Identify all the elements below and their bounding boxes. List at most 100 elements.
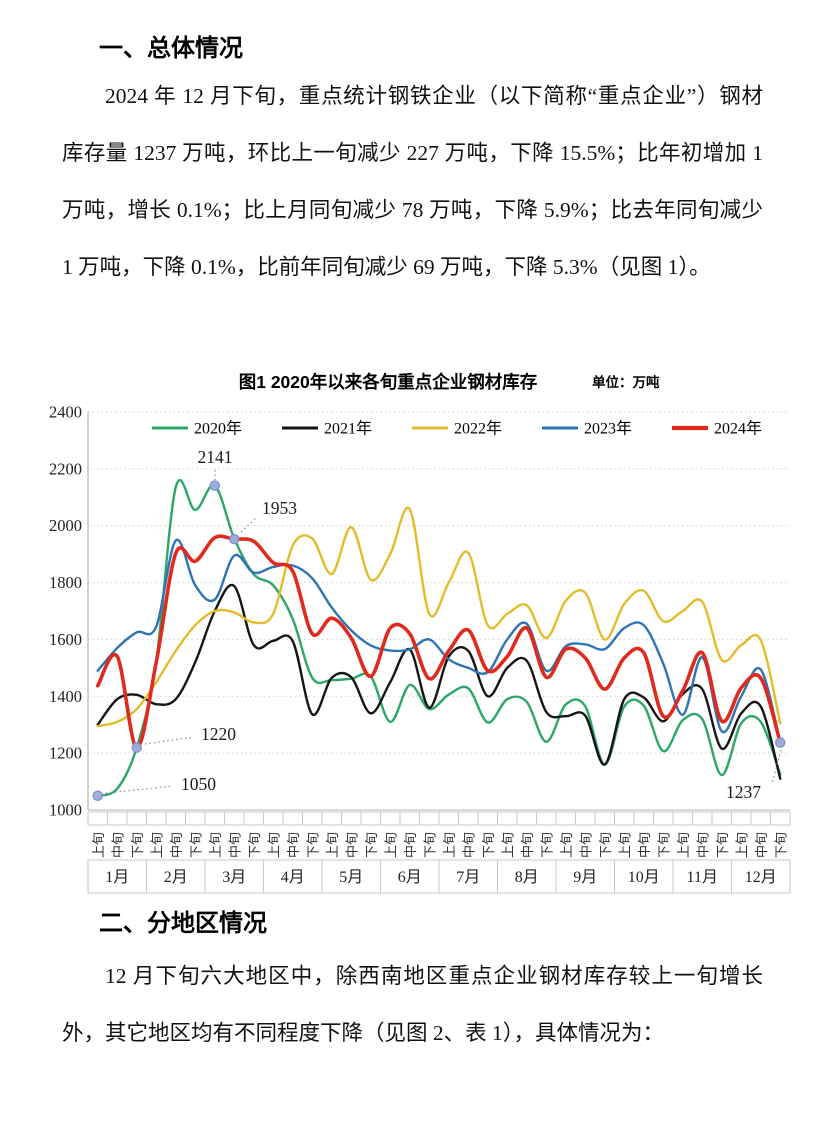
period-label: 中旬 <box>403 832 418 858</box>
period-label: 中旬 <box>695 832 710 858</box>
period-tick-box <box>165 811 186 826</box>
month-label: 2月 <box>164 869 188 886</box>
period-label: 下旬 <box>481 832 496 858</box>
annotation-marker <box>92 790 104 802</box>
annotation-leader <box>144 736 195 745</box>
annotation-leader <box>771 749 782 785</box>
region-paragraph: 12 月下旬六大地区中，除西南地区重点企业钢材库存较上一旬增长外，其它地区均有不… <box>62 964 763 1045</box>
period-tick-box <box>321 811 342 826</box>
period-tick-box <box>614 811 635 826</box>
period-label: 下旬 <box>715 832 730 858</box>
period-label: 下旬 <box>188 832 203 858</box>
figure1-container: 图1 2020年以来各旬重点企业钢材库存 单位：万吨 1000 1200 1400 1… <box>0 360 823 905</box>
period-tick-box <box>770 811 791 826</box>
y-axis-tick-label: 1600 <box>49 630 82 649</box>
period-label: 中旬 <box>169 832 184 858</box>
month-label: 8月 <box>515 869 539 886</box>
y-axis-tick-label: 1200 <box>49 744 82 763</box>
period-label: 上旬 <box>149 832 164 858</box>
month-label: 9月 <box>573 869 597 886</box>
period-label: 中旬 <box>578 832 593 858</box>
series-line-2022年 <box>96 506 782 728</box>
period-label: 上旬 <box>325 832 340 858</box>
period-label: 下旬 <box>247 832 262 858</box>
period-label: 中旬 <box>520 832 535 858</box>
series-line-2024年 <box>95 534 783 750</box>
legend-label-2024年: 2024年 <box>714 420 762 438</box>
period-tick-box <box>185 811 206 826</box>
period-tick-box <box>87 811 108 826</box>
annotation-leader <box>240 517 257 533</box>
period-tick-box <box>107 811 128 826</box>
period-label: 上旬 <box>91 832 106 858</box>
period-tick-box <box>204 811 225 826</box>
month-label: 12月 <box>745 869 777 886</box>
y-axis-tick-label: 2400 <box>49 403 82 422</box>
month-cell <box>731 859 791 894</box>
month-label: 3月 <box>222 869 246 886</box>
period-tick-box <box>126 811 147 826</box>
y-axis-tick-label: 1400 <box>49 687 82 706</box>
period-label: 下旬 <box>305 832 320 858</box>
period-label: 上旬 <box>676 832 691 858</box>
period-label: 上旬 <box>559 832 574 858</box>
y-axis-tick-label: 2200 <box>49 459 82 478</box>
period-label: 中旬 <box>227 832 242 858</box>
annotation-marker <box>228 533 240 545</box>
period-tick-box <box>536 811 557 826</box>
month-label: 6月 <box>398 869 422 886</box>
period-label: 下旬 <box>422 832 437 858</box>
month-label: 4月 <box>281 869 305 886</box>
period-label: 上旬 <box>442 832 457 858</box>
period-label: 中旬 <box>286 832 301 858</box>
period-label: 上旬 <box>208 832 223 858</box>
section1-heading: 一、总体情况 <box>99 35 243 62</box>
period-label: 下旬 <box>598 832 613 858</box>
section2-heading: 二、分地区情况 <box>99 910 267 937</box>
month-label: 7月 <box>456 869 480 886</box>
period-tick-box <box>263 811 284 826</box>
period-label: 上旬 <box>734 832 749 858</box>
y-axis-tick-label: 1800 <box>49 573 82 592</box>
annotation-value: 1050 <box>181 774 216 794</box>
overview-paragraph: 2024 年 12 月下旬，重点统计钢铁企业（以下简称“重点企业”）钢材库存量 … <box>62 84 763 279</box>
period-label: 中旬 <box>754 832 769 858</box>
period-label: 下旬 <box>773 832 788 858</box>
period-tick-box <box>341 811 362 826</box>
period-tick-box <box>224 811 245 826</box>
period-tick-box <box>458 811 479 826</box>
annotation-value: 2141 <box>198 447 233 467</box>
figure1-chart-svg: 图1 2020年以来各旬重点企业钢材库存 单位：万吨 1000 1200 1400 1… <box>49 372 791 894</box>
y-axis-tick-label: 2000 <box>49 516 82 535</box>
period-label: 中旬 <box>344 832 359 858</box>
period-label: 上旬 <box>383 832 398 858</box>
month-label: 10月 <box>628 869 660 886</box>
period-tick-box <box>692 811 713 826</box>
annotation-value: 1220 <box>201 724 236 744</box>
month-label: 5月 <box>339 869 363 886</box>
period-label: 下旬 <box>539 832 554 858</box>
period-tick-box <box>750 811 771 826</box>
month-label: 11月 <box>687 869 718 886</box>
annotation-marker <box>775 737 786 748</box>
period-label: 下旬 <box>656 832 671 858</box>
series-line-2023年 <box>96 538 782 744</box>
period-label: 中旬 <box>461 832 476 858</box>
period-label: 下旬 <box>130 832 145 858</box>
period-label: 上旬 <box>617 832 632 858</box>
annotation-value: 1953 <box>262 498 297 518</box>
period-tick-box <box>731 811 752 826</box>
month-label: 1月 <box>105 869 129 886</box>
period-tick-box <box>477 811 498 826</box>
legend-label-2022年: 2022年 <box>454 420 502 438</box>
period-tick-box <box>399 811 420 826</box>
legend-label-2020年: 2020年 <box>194 420 242 438</box>
y-axis-tick-label: 1000 <box>49 801 82 820</box>
period-tick-box <box>302 811 323 826</box>
series-line-2020年 <box>96 478 782 797</box>
chart-title: 图1 2020年以来各旬重点企业钢材库存 <box>239 372 538 392</box>
period-tick-box <box>575 811 596 826</box>
period-label: 下旬 <box>364 832 379 858</box>
period-tick-box <box>243 811 264 826</box>
